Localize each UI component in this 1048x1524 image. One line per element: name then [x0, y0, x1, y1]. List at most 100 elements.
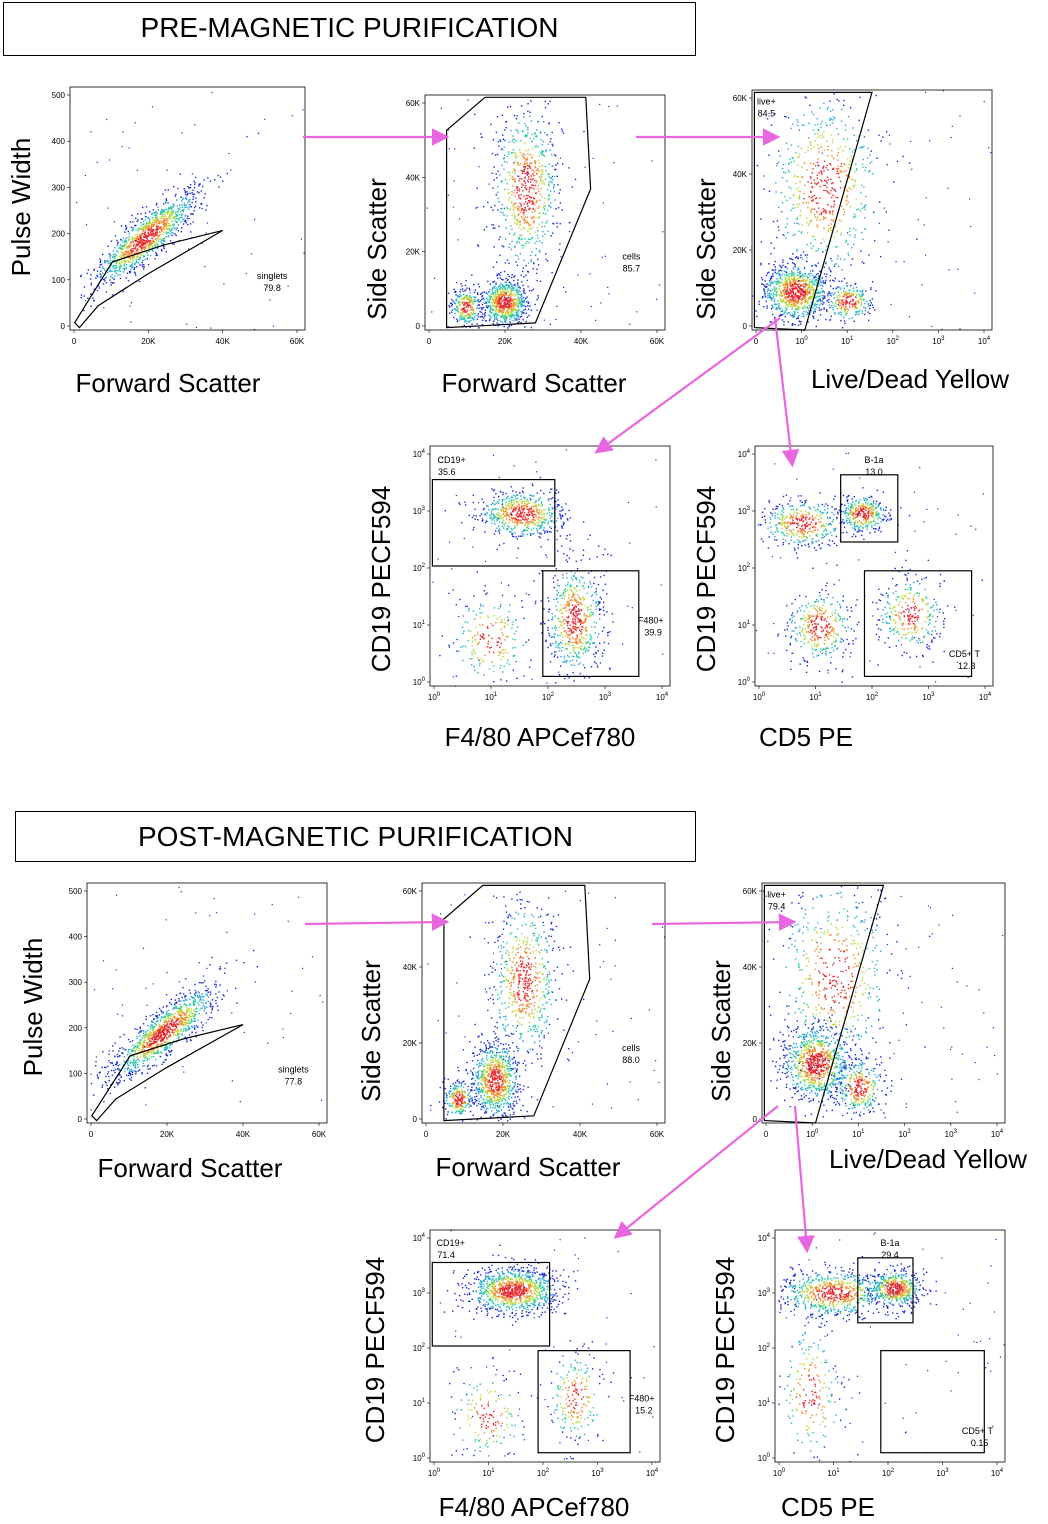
pre-cd19-f480-xtick: 104 [656, 692, 669, 702]
post-cd19-cd5-gate-b1a [857, 1257, 914, 1324]
pre-singlets-gate-name: singlets [257, 271, 288, 281]
pre-cd19-f480-ytick: 100 [413, 677, 426, 687]
post-singlets-xtick: 40K [236, 1130, 251, 1139]
post-cd19-f480-ytick: 104 [413, 1233, 426, 1243]
pre-cd19-cd5-ytick: 102 [738, 563, 751, 573]
pre-live-gate-name: live+ [757, 96, 776, 106]
pre-cd19-cd5-xtick: 100 [753, 692, 766, 702]
pre-live-events [752, 90, 992, 332]
pre-cells-xtick: 40K [574, 337, 589, 346]
post-cd19-f480-gate-f480-value: 15.2 [635, 1405, 653, 1415]
pre-cd19-cd5-xtick: 101 [809, 692, 822, 702]
pre-cd19-f480-gate-f480-value: 39.9 [644, 628, 662, 638]
post-cd19-f480-xtick: 100 [428, 1468, 441, 1478]
pre-live-xlabel: Live/Dead Yellow [811, 364, 1009, 394]
pre-cd19-cd5-frame [754, 445, 994, 687]
post-cd19-cd5-xtick: 102 [882, 1468, 895, 1478]
pre-live-xtick: 102 [887, 336, 900, 346]
post-cells-xlabel: Forward Scatter [436, 1152, 621, 1182]
post-singlets-gate-name: singlets [278, 1065, 309, 1075]
pre-cells-xlabel: Forward Scatter [442, 368, 627, 398]
post-section-title: POST-MAGNETIC PURIFICATION [15, 811, 696, 862]
pre-live-xtick: 100 [795, 336, 808, 346]
pre-singlets-ytick: 0 [61, 322, 66, 331]
pre-cd19-f480-xtick: 103 [599, 692, 612, 702]
pre-singlets-ytick: 200 [52, 230, 66, 239]
pre-cd19-f480-gate-cd19-value: 35.6 [438, 467, 456, 477]
pre-cd19-f480-xtick: 100 [428, 692, 441, 702]
post-cd19-f480-panel: 100 101 102 103 104 100 101 102 103 104 F4/80 APCe… [360, 1229, 661, 1522]
pre-cd19-f480-gate-f480-name: F480+ [638, 616, 664, 626]
pre-singlets-ytick: 500 [52, 91, 66, 100]
post-cells-xtick: 60K [650, 1130, 665, 1139]
post-live-xtick: 0 [764, 1130, 769, 1139]
pre-singlets-ytick: 100 [52, 276, 66, 285]
pre-singlets-xtick: 0 [72, 337, 77, 346]
post-singlets-gate-singlets [91, 1024, 244, 1122]
post-singlets-events [90, 886, 324, 1111]
post-cells-ytick: 20K [403, 1039, 418, 1048]
post-live-gate-live [763, 884, 885, 1124]
pre-cd19-f480-gate-f480 [542, 570, 640, 677]
pre-cells-ylabel: Side Scatter [362, 178, 392, 320]
pre-live-xtick: 103 [932, 336, 945, 346]
pre-live-panel: 0 100 101 102 103 104 0 20K 40K 60K Live/Dead Yell… [691, 89, 1009, 394]
pre-live-frame [751, 89, 993, 331]
post-cd19-cd5-gate-b1a-value: 29.4 [881, 1250, 899, 1260]
pre-singlets-ytick: 300 [52, 183, 66, 192]
post-live-frame [761, 882, 1006, 1124]
post-live-ytick: 0 [753, 1115, 758, 1124]
gating-arrow [304, 913, 450, 931]
post-cells-ytick: 40K [403, 963, 418, 972]
post-cd19-cd5-ytick: 103 [758, 1288, 771, 1298]
pre-cells-events [426, 99, 664, 329]
pre-cd19-f480-xlabel: F4/80 APCef780 [445, 722, 636, 752]
pre-cd19-cd5-gate-b1a-name: B-1a [864, 455, 883, 465]
post-cells-gate-cells [443, 884, 591, 1122]
post-live-xlabel: Live/Dead Yellow [829, 1144, 1027, 1174]
post-cells-events [427, 890, 666, 1122]
post-cd19-f480-ytick: 103 [413, 1288, 426, 1298]
post-cells-frame [421, 882, 666, 1124]
pre-cd19-f480-ytick: 102 [413, 563, 426, 573]
post-cd19-f480-xtick: 103 [591, 1468, 604, 1478]
post-cd19-cd5-panel: 100 101 102 103 104 100 101 102 103 104 CD5 PE CD19… [710, 1229, 1006, 1522]
gating-arrow [773, 317, 800, 468]
post-cells-gate-value: 88.0 [622, 1055, 640, 1065]
post-cd19-f480-ytick: 102 [413, 1343, 426, 1353]
post-cd19-f480-ylabel: CD19 PECF594 [360, 1257, 390, 1443]
post-cd19-cd5-ylabel: CD19 PECF594 [710, 1257, 740, 1443]
pre-cells-xtick: 20K [498, 337, 513, 346]
post-cd19-cd5-ytick: 104 [758, 1233, 771, 1243]
pre-cd19-f480-gate-cd19-name: CD19+ [437, 455, 465, 465]
pre-cd19-f480-ylabel: CD19 PECF594 [366, 486, 396, 672]
post-singlets-frame [86, 882, 328, 1124]
post-live-xtick: 102 [898, 1129, 911, 1139]
post-cells-ytick: 0 [413, 1115, 418, 1124]
pre-cd19-f480-ytick: 101 [413, 620, 426, 630]
pre-cd19-cd5-ytick: 100 [738, 677, 751, 687]
pre-cd19-cd5-gate-cd5t-name: CD5+ T [949, 649, 981, 659]
pre-live-ytick: 0 [743, 322, 748, 331]
post-cd19-cd5-xtick: 103 [936, 1468, 949, 1478]
post-live-ytick: 60K [743, 887, 758, 896]
pre-cd19-f480-xtick: 101 [485, 692, 498, 702]
pre-cd19-cd5-ytick: 103 [738, 506, 751, 516]
pre-cd19-f480-panel: 100 101 102 103 104 100 101 102 103 104 F4/80 APCe… [366, 445, 671, 752]
gating-arrow [793, 1105, 815, 1254]
post-singlets-panel: 0 20K 40K 60K 0 100 200 300 400 500 Forward Scatte… [18, 882, 328, 1183]
pre-singlets-panel: 0 20K 40K 60K 0 100 200 300 400 500 Forward Scatte… [6, 86, 306, 398]
gating-arrow [594, 317, 781, 454]
post-cd19-cd5-ytick: 100 [758, 1453, 771, 1463]
pre-cells-gate-name: cells [622, 252, 641, 262]
pre-cd19-cd5-events [755, 452, 984, 683]
pre-cd19-cd5-xtick: 103 [922, 692, 935, 702]
pre-cd19-f480-gate-cd19 [431, 479, 556, 567]
pre-cd19-cd5-gate-b1a [840, 474, 899, 543]
pre-cd19-f480-events [432, 448, 664, 687]
post-singlets-ytick: 0 [78, 1115, 83, 1124]
pre-live-ytick: 20K [733, 246, 748, 255]
pre-cells-ytick: 60K [406, 99, 421, 108]
pre-cells-gate-cells [446, 96, 592, 329]
